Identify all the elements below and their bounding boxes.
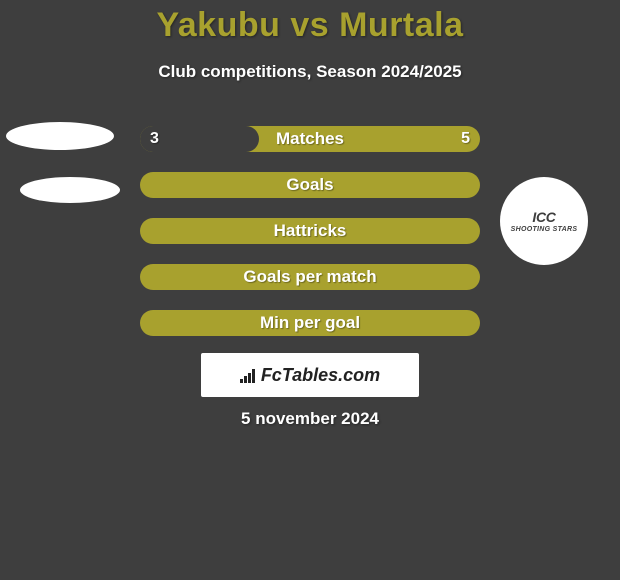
bar-chart-icon: [240, 367, 255, 383]
date-text: 5 november 2024: [0, 409, 620, 429]
bar-label: Min per goal: [140, 310, 480, 336]
brand-box: FcTables.com: [201, 353, 419, 397]
bar-row: Matches3 5: [140, 126, 480, 152]
bar-row: Min per goal: [140, 310, 480, 336]
right-badge-text-top: ICC: [511, 210, 578, 224]
brand-text: FcTables.com: [261, 365, 380, 386]
page-title: Yakubu vs Murtala: [0, 6, 620, 45]
bar-row: Hattricks: [140, 218, 480, 244]
subtitle: Club competitions, Season 2024/2025: [0, 62, 620, 82]
left-badge-1: [6, 122, 114, 150]
bar-label: Goals per match: [140, 264, 480, 290]
left-badge-2: [20, 177, 120, 203]
right-badge-text-bottom: SHOOTING STARS: [511, 226, 578, 233]
right-badge: ICC SHOOTING STARS: [500, 177, 588, 265]
bar-row: Goals: [140, 172, 480, 198]
brand-inner: FcTables.com: [240, 365, 380, 386]
right-badge-text: ICC SHOOTING STARS: [511, 210, 578, 233]
bar-label: Hattricks: [140, 218, 480, 244]
bar-label: Goals: [140, 172, 480, 198]
comparison-bars: Matches3 5 Goals Hattricks Goals per match Mi…: [140, 126, 480, 356]
bar-row: Goals per match: [140, 264, 480, 290]
infographic-canvas: Yakubu vs Murtala Club competitions, Sea…: [0, 0, 620, 580]
bar-label: Matches: [140, 126, 480, 152]
bar-right-value: 5: [461, 126, 470, 152]
bar-left-value: 3: [150, 126, 159, 152]
